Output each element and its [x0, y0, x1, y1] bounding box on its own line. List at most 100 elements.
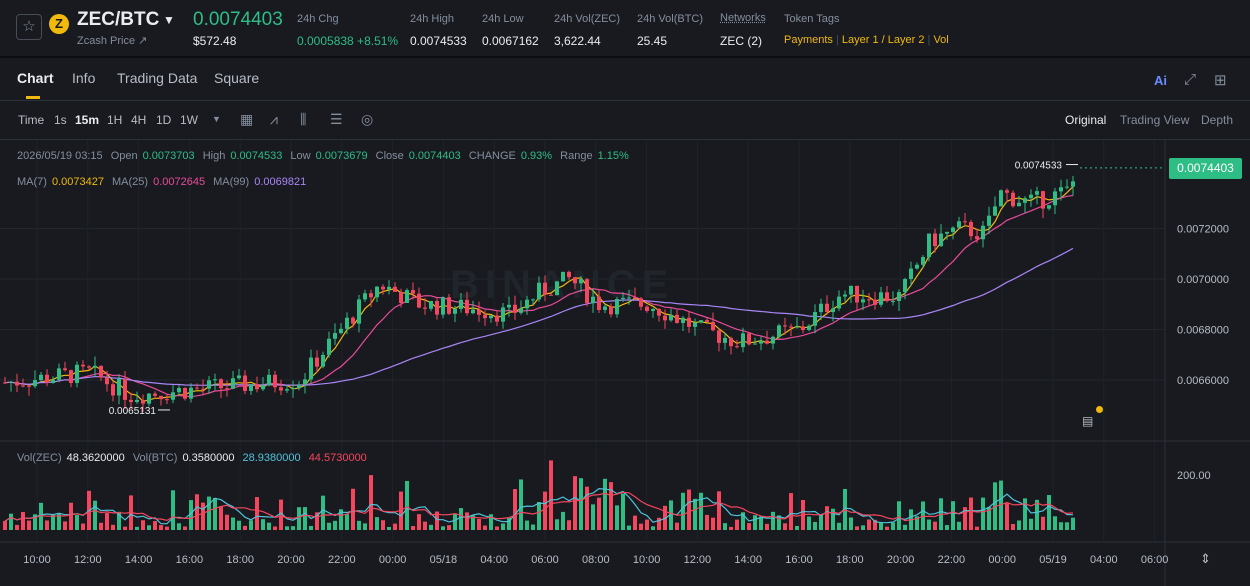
ai-icon[interactable]: Ai: [1154, 73, 1167, 88]
volume-bar: [471, 515, 475, 530]
target-icon[interactable]: ◎: [361, 111, 374, 127]
calendar-icon[interactable]: ▦: [240, 111, 254, 127]
volume-bar: [315, 512, 319, 530]
candle-body: [765, 340, 769, 344]
volume-bar: [441, 526, 445, 530]
candle-body: [441, 297, 445, 315]
timeframe-1w[interactable]: 1W: [180, 113, 198, 127]
candle-body: [675, 314, 679, 323]
candle-body: [447, 297, 451, 314]
candle-body: [231, 378, 235, 389]
ma25-label: MA(25): [112, 176, 149, 188]
settings-list-icon[interactable]: ☰: [330, 111, 343, 127]
volume-bar: [225, 514, 229, 530]
candle-body: [867, 299, 871, 301]
volume-bar: [105, 512, 109, 530]
volume-bar: [459, 508, 463, 530]
stat-label-24h-vol-btc: 24h Vol(BTC): [637, 13, 704, 25]
volume-bar: [861, 525, 865, 530]
candle-body: [567, 271, 571, 278]
candle-body: [399, 291, 403, 303]
volume-bar: [435, 511, 439, 530]
timeframe-dropdown-icon[interactable]: ▼: [212, 114, 221, 124]
high-marker-label: 0.0074533: [1015, 161, 1063, 172]
tab-square[interactable]: Square: [214, 70, 260, 86]
volume-bar: [15, 524, 19, 530]
price-axis-label: 0.0066000: [1177, 375, 1229, 387]
candlestick-chart[interactable]: BINANCE 0.00720000.00700000.00680000.006…: [0, 140, 1250, 586]
view-depth[interactable]: Depth: [1201, 113, 1234, 127]
vol-zec-label: Vol(ZEC): [17, 452, 62, 464]
timeframe-time[interactable]: Time: [18, 113, 45, 127]
volume-bar: [273, 526, 277, 530]
tab-info[interactable]: Info: [72, 70, 96, 86]
candle-body: [1047, 205, 1051, 209]
chevron-down-icon[interactable]: ▼: [163, 13, 175, 27]
candle-body: [513, 304, 517, 313]
volume-bar: [489, 514, 493, 530]
token-tag-layer[interactable]: Layer 1 / Layer 2: [841, 34, 925, 46]
volume-bar: [615, 505, 619, 530]
candle-body: [657, 308, 661, 316]
volume-bar: [537, 502, 541, 530]
view-trading-view[interactable]: Trading View: [1120, 113, 1190, 127]
candle-body: [471, 309, 475, 314]
volume-bar: [951, 501, 955, 530]
time-axis-label: 14:00: [734, 554, 762, 566]
candle-body: [921, 257, 925, 265]
stat-value-24h-vol-btc: 25.45: [637, 34, 668, 48]
vol-btc-value: 0.3580000: [182, 452, 235, 464]
stat-label-networks[interactable]: Networks: [720, 12, 766, 24]
token-tag-payments[interactable]: Payments: [784, 34, 833, 46]
pair-selector[interactable]: ZEC/BTC: [77, 9, 160, 30]
expand-icon[interactable]: ⤢: [1184, 71, 1197, 88]
view-original[interactable]: Original: [1065, 113, 1107, 127]
volume-bar: [195, 494, 199, 530]
volume-bar: [75, 515, 79, 530]
indicator-icon[interactable]: ⩘: [270, 111, 278, 127]
ma99-value: 0.0069821: [254, 176, 307, 188]
volume-bar: [39, 502, 43, 530]
favorite-star-icon[interactable]: ☆: [16, 14, 42, 40]
notes-icon[interactable]: ▤: [1082, 406, 1103, 430]
coin-price-link[interactable]: Zcash Price ↗: [77, 35, 148, 47]
candles: [3, 175, 1075, 413]
volume-bar: [1035, 499, 1039, 530]
candle-body: [99, 365, 103, 378]
volume-bar: [531, 524, 535, 530]
timeframe-1h[interactable]: 1H: [107, 113, 123, 127]
candle-body: [531, 299, 535, 301]
candle-body: [159, 395, 163, 400]
candle-body: [951, 227, 955, 232]
layout-icon[interactable]: ⊞: [1214, 72, 1227, 89]
candle-body: [933, 233, 937, 247]
ohlc-change: 0.93%: [520, 150, 553, 162]
volume-bar: [45, 520, 49, 530]
stat-value-24h-chg: 0.0005838 +8.51%: [297, 34, 399, 48]
timeframe-1s[interactable]: 1s: [54, 113, 67, 127]
candle-body: [165, 399, 169, 401]
candle-body: [111, 384, 115, 396]
candle-body: [189, 387, 193, 399]
candle-body: [519, 308, 523, 313]
volume-bar: [285, 526, 289, 530]
ohlc-close: 0.0074403: [408, 150, 461, 162]
candle-type-icon[interactable]: ⫼: [300, 111, 307, 127]
tab-chart[interactable]: Chart: [17, 70, 54, 86]
timeframe-4h[interactable]: 4H: [131, 113, 147, 127]
candle-body: [801, 326, 805, 330]
tab-trading-data[interactable]: Trading Data: [117, 70, 198, 86]
volume-bar: [453, 513, 457, 530]
market-header: [0, 0, 1250, 57]
candle-body: [759, 340, 763, 344]
timeframe-1d[interactable]: 1D: [156, 113, 172, 127]
time-axis-label: 18:00: [836, 554, 864, 566]
timeframe-15m[interactable]: 15m: [75, 113, 100, 127]
volume-bar: [429, 524, 433, 530]
candle-body: [843, 294, 847, 297]
time-axis-label: 08:00: [582, 554, 610, 566]
volume-bar: [21, 511, 25, 530]
token-tag-vol[interactable]: Vol: [933, 34, 949, 46]
stat-value-networks[interactable]: ZEC (2): [720, 34, 762, 48]
volume-bar: [483, 525, 487, 530]
